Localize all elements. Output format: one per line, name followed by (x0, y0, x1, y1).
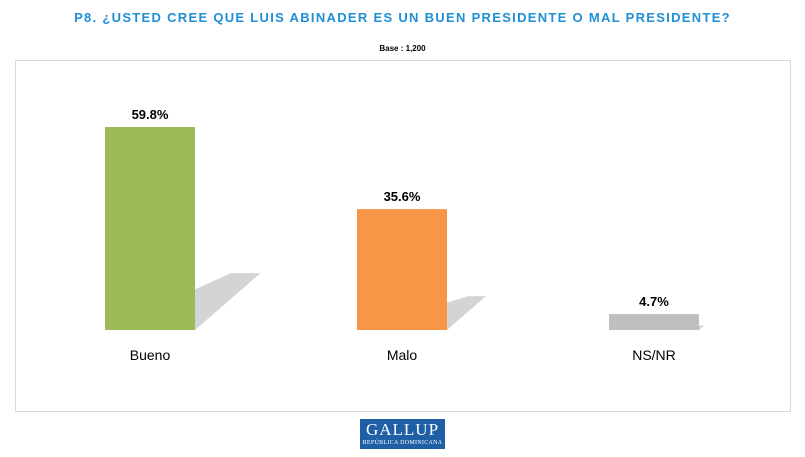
chart-title: P8. ¿USTED CREE QUE LUIS ABINADER ES UN … (74, 10, 731, 25)
bar-malo (357, 209, 447, 330)
value-label-bueno: 59.8% (132, 107, 169, 122)
value-label-malo: 35.6% (384, 189, 421, 204)
category-label-bueno: Bueno (130, 347, 171, 363)
bar-ns-nr (609, 314, 699, 330)
logo-sub-text: REPÚBLICA DOMINICANA (362, 440, 443, 446)
logo-main-text: GALLUP (365, 420, 440, 439)
gallup-logo: GALLUP REPÚBLICA DOMINICANA (360, 419, 445, 449)
category-label-ns-nr: NS/NR (632, 347, 676, 363)
plot-area (15, 60, 791, 412)
category-label-malo: Malo (387, 347, 418, 363)
chart-subtitle: Base : 1,200 (379, 44, 426, 53)
bar-bueno (105, 127, 195, 330)
value-label-ns-nr: 4.7% (639, 294, 669, 309)
